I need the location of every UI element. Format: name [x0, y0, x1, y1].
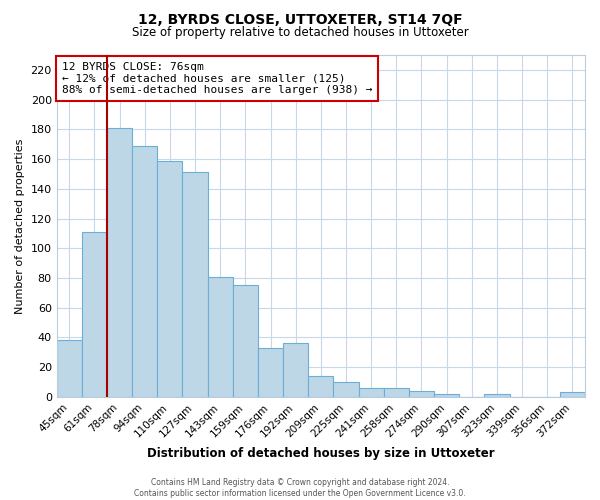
Bar: [484, 394, 509, 397]
Bar: [82, 232, 107, 397]
Bar: [233, 286, 258, 397]
Bar: [208, 276, 233, 397]
X-axis label: Distribution of detached houses by size in Uttoxeter: Distribution of detached houses by size …: [147, 447, 494, 460]
Bar: [560, 392, 585, 397]
Y-axis label: Number of detached properties: Number of detached properties: [15, 138, 25, 314]
Bar: [334, 382, 359, 397]
Bar: [409, 391, 434, 397]
Bar: [157, 160, 182, 397]
Text: 12 BYRDS CLOSE: 76sqm
← 12% of detached houses are smaller (125)
88% of semi-det: 12 BYRDS CLOSE: 76sqm ← 12% of detached …: [62, 62, 373, 95]
Bar: [182, 172, 208, 397]
Bar: [56, 340, 82, 397]
Bar: [308, 376, 334, 397]
Bar: [283, 344, 308, 397]
Text: Size of property relative to detached houses in Uttoxeter: Size of property relative to detached ho…: [131, 26, 469, 39]
Bar: [132, 146, 157, 397]
Text: Contains HM Land Registry data © Crown copyright and database right 2024.
Contai: Contains HM Land Registry data © Crown c…: [134, 478, 466, 498]
Bar: [258, 348, 283, 397]
Bar: [359, 388, 384, 397]
Text: 12, BYRDS CLOSE, UTTOXETER, ST14 7QF: 12, BYRDS CLOSE, UTTOXETER, ST14 7QF: [137, 12, 463, 26]
Bar: [384, 388, 409, 397]
Bar: [434, 394, 459, 397]
Bar: [107, 128, 132, 397]
